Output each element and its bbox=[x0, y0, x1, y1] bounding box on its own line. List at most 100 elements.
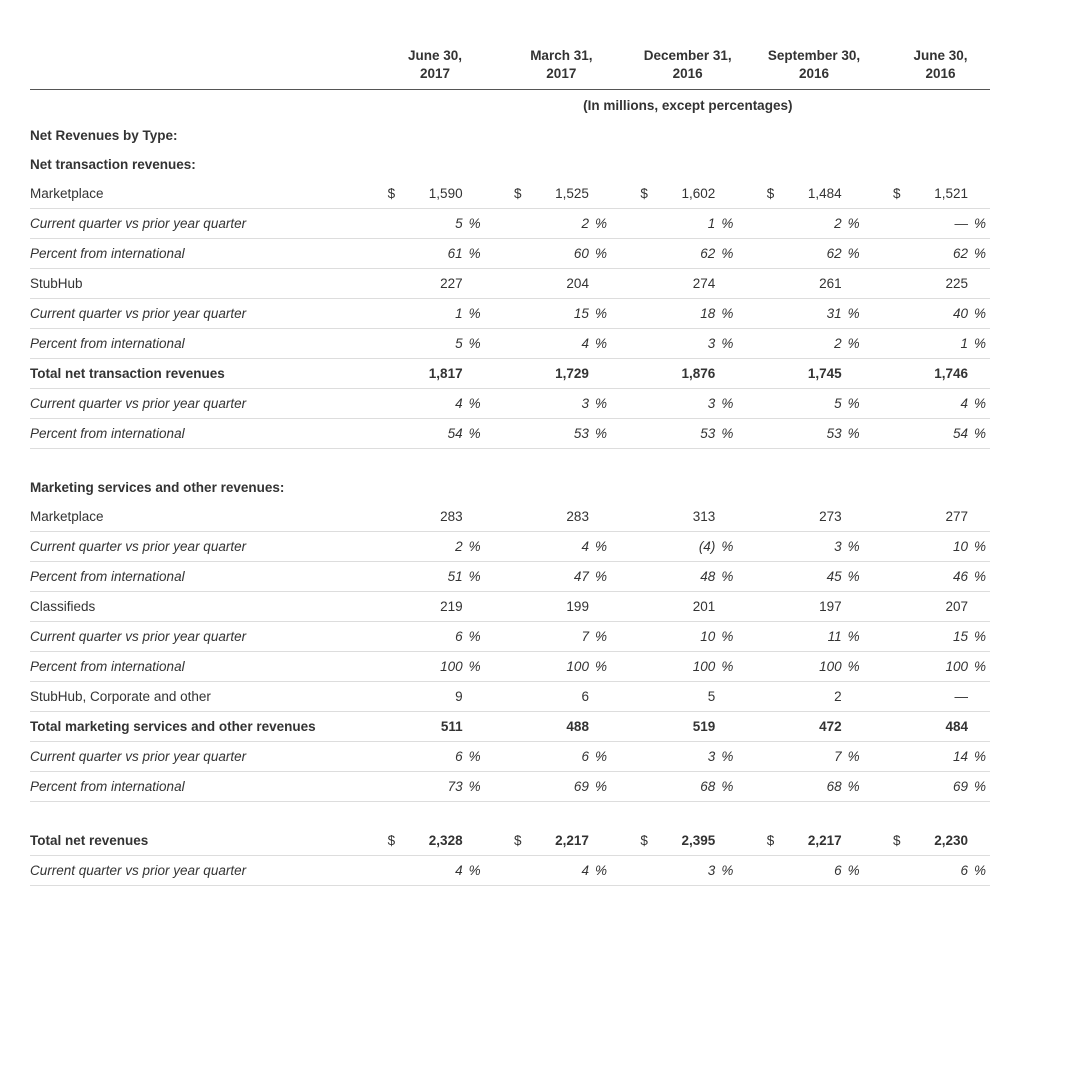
row-msoMarketplace: Marketplace283283313273277 bbox=[30, 502, 990, 532]
row-shPctIntl-label: Percent from international bbox=[30, 329, 386, 359]
row-tntPctIntl-val-1: 53 bbox=[532, 419, 591, 449]
row-tmsoCurrVsPrior-val-4: 14 bbox=[911, 742, 970, 772]
row-shCurrVsPrior-label: Current quarter vs prior year quarter bbox=[30, 299, 386, 329]
row-shPctIntl-pct-2: % bbox=[717, 329, 737, 359]
row-msoMktCurrVsPrior-val-4: 10 bbox=[911, 532, 970, 562]
row-msoMktPctIntl-val-0: 51 bbox=[405, 562, 464, 592]
row-tmsoPctIntl-pct-2: % bbox=[717, 772, 737, 802]
row-msoMktCurrVsPrior-pct-4: % bbox=[970, 532, 990, 562]
row-tmsoCurrVsPrior-val-0: 6 bbox=[405, 742, 464, 772]
row-msoMktPctIntl-pct-3: % bbox=[844, 562, 864, 592]
row-totalNetRev-val-0: 2,328 bbox=[405, 826, 464, 856]
row-stubhub-val-3: 261 bbox=[784, 269, 843, 299]
row-totalMso-val-3: 472 bbox=[784, 712, 843, 742]
row-clsPctIntl-pct-1: % bbox=[591, 652, 611, 682]
row-totalMso: Total marketing services and other reven… bbox=[30, 712, 990, 742]
row-msoMktCurrVsPrior-pct-1: % bbox=[591, 532, 611, 562]
period-4: June 30, bbox=[914, 48, 968, 63]
row-classifieds-val-0: 219 bbox=[405, 592, 464, 622]
row-shCurrVsPrior-pct-0: % bbox=[465, 299, 485, 329]
row-totalNetRev-val-2: 2,395 bbox=[658, 826, 717, 856]
row-totalNetTrans-label: Total net transaction revenues bbox=[30, 359, 386, 389]
row-msoMarketplace-val-4: 277 bbox=[911, 502, 970, 532]
row-mktCurrVsPrior-val-0: 5 bbox=[405, 209, 464, 239]
row-shCorpOther: StubHub, Corporate and other9652— bbox=[30, 682, 990, 712]
row-msoMktPctIntl-val-2: 48 bbox=[658, 562, 717, 592]
row-msoMktPctIntl-label: Percent from international bbox=[30, 562, 386, 592]
period-1: March 31, bbox=[530, 48, 592, 63]
row-tntPctIntl-pct-0: % bbox=[465, 419, 485, 449]
row-clsPctIntl-pct-0: % bbox=[465, 652, 485, 682]
row-shPctIntl-pct-4: % bbox=[970, 329, 990, 359]
row-tmsoCurrVsPrior-val-3: 7 bbox=[784, 742, 843, 772]
units-caption-row: (In millions, except percentages) bbox=[30, 90, 990, 122]
row-tmsoPctIntl-val-3: 68 bbox=[784, 772, 843, 802]
row-tntCurrVsPrior-val-2: 3 bbox=[658, 389, 717, 419]
row-tmsoPctIntl-pct-3: % bbox=[844, 772, 864, 802]
row-marketplace-val-0: 1,590 bbox=[405, 179, 464, 209]
row-msoMktCurrVsPrior-val-3: 3 bbox=[784, 532, 843, 562]
row-tntCurrVsPrior-pct-2: % bbox=[717, 389, 737, 419]
row-msoMktCurrVsPrior-pct-3: % bbox=[844, 532, 864, 562]
row-tntPctIntl-val-0: 54 bbox=[405, 419, 464, 449]
row-shPctIntl-val-4: 1 bbox=[911, 329, 970, 359]
row-classifieds-val-4: 207 bbox=[911, 592, 970, 622]
row-tmsoPctIntl-val-4: 69 bbox=[911, 772, 970, 802]
row-shCurrVsPrior-pct-1: % bbox=[591, 299, 611, 329]
row-tmsoCurrVsPrior-pct-0: % bbox=[465, 742, 485, 772]
row-tmsoPctIntl-pct-0: % bbox=[465, 772, 485, 802]
row-msoMktCurrVsPrior-pct-0: % bbox=[465, 532, 485, 562]
row-clsCurrVsPrior-pct-0: % bbox=[465, 622, 485, 652]
row-clsPctIntl-label: Percent from international bbox=[30, 652, 386, 682]
row-marketplace-label: Marketplace bbox=[30, 179, 386, 209]
row-msoMktPctIntl-val-4: 46 bbox=[911, 562, 970, 592]
row-tnrCurrVsPrior-val-1: 4 bbox=[532, 856, 591, 886]
row-totalNetTrans: Total net transaction revenues1,8171,729… bbox=[30, 359, 990, 389]
year-1: 2017 bbox=[546, 66, 576, 81]
row-shCurrVsPrior-val-2: 18 bbox=[658, 299, 717, 329]
row-tntCurrVsPrior-pct-3: % bbox=[844, 389, 864, 419]
row-shCorpOther-val-2: 5 bbox=[658, 682, 717, 712]
row-clsCurrVsPrior-val-0: 6 bbox=[405, 622, 464, 652]
row-clsCurrVsPrior-val-3: 11 bbox=[784, 622, 843, 652]
row-msoMarketplace-val-0: 283 bbox=[405, 502, 464, 532]
row-msoMktPctIntl-val-3: 45 bbox=[784, 562, 843, 592]
row-tmsoPctIntl-val-2: 68 bbox=[658, 772, 717, 802]
row-clsPctIntl-val-4: 100 bbox=[911, 652, 970, 682]
section-mso-rev: Marketing services and other revenues: bbox=[30, 473, 990, 502]
row-marketplace-dollar-0: $ bbox=[386, 179, 406, 209]
row-clsPctIntl-pct-3: % bbox=[844, 652, 864, 682]
row-tnrCurrVsPrior-pct-1: % bbox=[591, 856, 611, 886]
row-tntPctIntl-label: Percent from international bbox=[30, 419, 386, 449]
row-tmsoPctIntl-val-0: 73 bbox=[405, 772, 464, 802]
row-marketplace-val-3: 1,484 bbox=[784, 179, 843, 209]
row-shCurrVsPrior-val-3: 31 bbox=[784, 299, 843, 329]
section-mso-rev-label: Marketing services and other revenues: bbox=[30, 473, 990, 502]
row-clsCurrVsPrior-label: Current quarter vs prior year quarter bbox=[30, 622, 386, 652]
row-totalNetRev-dollar-4: $ bbox=[891, 826, 911, 856]
row-stubhub-val-4: 225 bbox=[911, 269, 970, 299]
row-msoMktPctIntl-val-1: 47 bbox=[532, 562, 591, 592]
row-tnrCurrVsPrior-pct-2: % bbox=[717, 856, 737, 886]
row-mktPctIntl-pct-0: % bbox=[465, 239, 485, 269]
row-mktPctIntl-val-4: 62 bbox=[911, 239, 970, 269]
row-tntPctIntl: Percent from international54%53%53%53%54… bbox=[30, 419, 990, 449]
row-totalNetTrans-val-3: 1,745 bbox=[784, 359, 843, 389]
row-stubhub-val-1: 204 bbox=[532, 269, 591, 299]
row-marketplace-val-4: 1,521 bbox=[911, 179, 970, 209]
row-totalMso-val-2: 519 bbox=[658, 712, 717, 742]
row-marketplace-dollar-3: $ bbox=[765, 179, 785, 209]
row-marketplace-val-1: 1,525 bbox=[532, 179, 591, 209]
row-msoMktPctIntl-pct-0: % bbox=[465, 562, 485, 592]
row-marketplace-dollar-1: $ bbox=[512, 179, 532, 209]
row-shCurrVsPrior-pct-3: % bbox=[844, 299, 864, 329]
row-tnrCurrVsPrior: Current quarter vs prior year quarter4%4… bbox=[30, 856, 990, 886]
row-mktCurrVsPrior-pct-1: % bbox=[591, 209, 611, 239]
row-tntPctIntl-pct-1: % bbox=[591, 419, 611, 449]
row-shCurrVsPrior: Current quarter vs prior year quarter1%1… bbox=[30, 299, 990, 329]
row-mktPctIntl-pct-2: % bbox=[717, 239, 737, 269]
row-tmsoCurrVsPrior: Current quarter vs prior year quarter6%6… bbox=[30, 742, 990, 772]
row-totalNetTrans-val-4: 1,746 bbox=[911, 359, 970, 389]
row-clsPctIntl: Percent from international100%100%100%10… bbox=[30, 652, 990, 682]
section-net-rev-by-type: Net Revenues by Type: bbox=[30, 121, 990, 150]
